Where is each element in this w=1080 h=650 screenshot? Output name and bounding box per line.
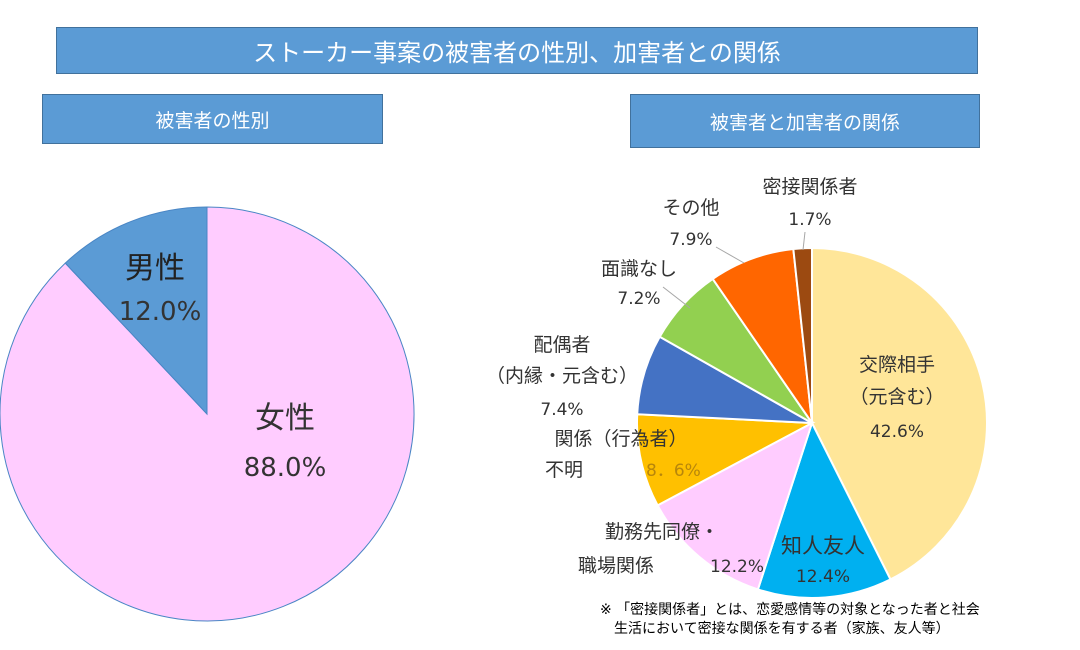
leader-line-no-acquaintance: [662, 286, 691, 309]
relationship-label-2-1: 職場関係: [578, 555, 654, 577]
relationship-label-2-0: 勤務先同僚・: [605, 521, 719, 543]
relationship-slice-3: [636, 413, 816, 507]
relationship-label-4-1: （内縁・元含む）: [486, 365, 638, 387]
gender-slice-0: [0, 206, 415, 622]
relationship-label-4-0: 配偶者: [533, 334, 590, 356]
relationship-value-1: 12.4%: [796, 567, 850, 587]
footnote-line-2: 生活において密接な関係を有する者（家族、友人等）: [614, 621, 950, 637]
slice-label-female: 女性: [255, 401, 315, 436]
leader-line-other: [715, 246, 745, 264]
relationship-value-5: 7.2%: [617, 289, 660, 309]
gender-slice-1: [64, 206, 208, 416]
relationship-label-0-0: 交際相手: [859, 354, 935, 376]
relationship-label-5-0: 面識なし: [601, 258, 677, 280]
footnote-line-1: ※ 「密接関係者」とは、恋愛感情等の対象となった者と社会: [600, 602, 980, 618]
relationship-chart-header: 被害者と加害者の関係: [630, 94, 980, 148]
relationship-slice-0: [811, 246, 988, 581]
footnote: ※ 「密接関係者」とは、恋愛感情等の対象となった者と社会 生活において密接な関係…: [600, 601, 1070, 639]
relationship-value-2: 12.2%: [710, 557, 764, 577]
slice-label-male: 男性: [125, 251, 185, 286]
relationship-value-0: 42.6%: [870, 422, 924, 442]
relationship-label-1-0: 知人友人: [781, 534, 865, 558]
relationship-value-6: 7.9%: [669, 230, 712, 250]
relationship-label-6-0: その他: [662, 197, 719, 219]
relationship-value-4: 7.4%: [540, 400, 583, 420]
relationship-slice-7: [792, 246, 813, 424]
main-title: ストーカー事案の被害者の性別、加害者との関係: [56, 27, 978, 74]
gender-pie: 女性 88.0% 男性 12.0%: [0, 206, 415, 622]
slice-value-female: 88.0%: [244, 453, 327, 483]
relationship-slice-2: [656, 420, 814, 591]
slice-value-male: 12.0%: [119, 297, 202, 327]
relationship-label-7-0: 密接関係者: [762, 176, 857, 198]
relationship-slice-1: [756, 420, 892, 599]
gender-chart-header: 被害者の性別: [42, 94, 383, 144]
leader-line-close-relation: [802, 231, 806, 251]
relationship-label-0-1: （元含む）: [849, 386, 944, 408]
relationship-label-3-0: 関係（行為者）: [554, 428, 687, 450]
relationship-value-3: 8．6%: [646, 461, 701, 481]
relationship-pie: 交際相手 （元含む） 42.6% 知人友人 12.4% 勤務先同僚・職場関係 12.2% 関係…: [486, 176, 988, 599]
relationship-label-3-1: 不明: [545, 459, 583, 481]
relationship-value-7: 1.7%: [788, 210, 831, 230]
